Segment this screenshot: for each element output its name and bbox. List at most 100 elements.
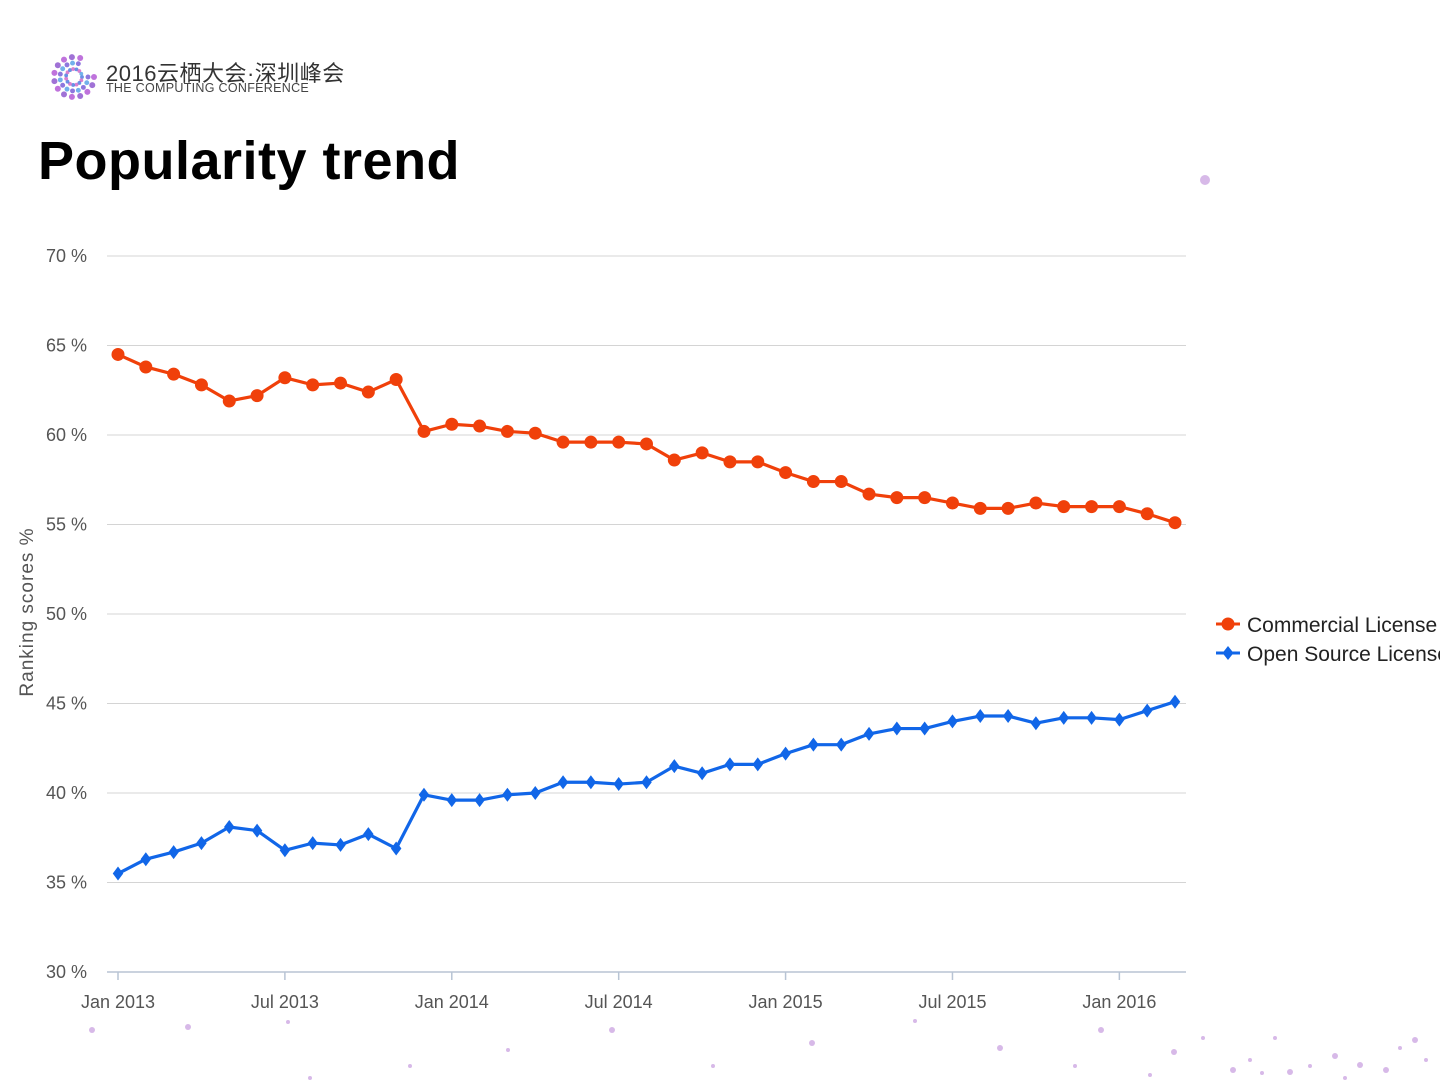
logo-dot xyxy=(85,74,91,80)
data-point xyxy=(1057,500,1071,514)
data-point xyxy=(918,491,932,505)
data-point xyxy=(669,759,680,774)
x-tick-label: Jul 2014 xyxy=(585,992,653,1012)
y-axis-ticks: 30 % 35 % 40 % 45 % 50 % 55 % 60 % 65 % 70 % xyxy=(46,246,87,982)
decorative-dot xyxy=(1287,1069,1293,1075)
data-point xyxy=(335,837,346,852)
logo-dot xyxy=(64,76,69,81)
data-point xyxy=(862,487,876,501)
decorative-dot xyxy=(89,1027,95,1033)
y-tick-label: 40 % xyxy=(46,783,87,803)
x-tick-label: Jan 2015 xyxy=(749,992,823,1012)
data-point xyxy=(306,378,320,392)
x-tick-label: Jan 2013 xyxy=(81,992,155,1012)
data-point xyxy=(474,793,485,808)
data-point xyxy=(139,360,153,374)
y-tick-label: 35 % xyxy=(46,873,87,893)
data-point xyxy=(140,852,152,867)
logo-dot xyxy=(79,78,84,83)
data-point xyxy=(779,466,793,480)
data-point xyxy=(500,424,514,438)
series-open-source-license xyxy=(112,694,1181,881)
logo-dot xyxy=(64,86,70,92)
decorative-dots xyxy=(89,175,1428,1080)
logo-dot xyxy=(51,78,58,85)
data-point xyxy=(723,455,737,469)
logo-dot xyxy=(89,82,96,89)
logo-dot xyxy=(65,79,70,84)
logo-english-text: THE COMPUTING CONFERENCE xyxy=(106,81,310,95)
decorative-dot xyxy=(1230,1067,1236,1073)
x-tick-label: Jul 2015 xyxy=(918,992,986,1012)
legend-item-commercial-license: Commercial License xyxy=(1216,614,1437,637)
logo-dot xyxy=(68,82,72,86)
logo-dot xyxy=(54,85,61,92)
logo-dot xyxy=(77,93,84,100)
data-point xyxy=(973,501,987,515)
decorative-dot xyxy=(1332,1053,1338,1059)
data-point xyxy=(224,820,235,835)
logo-dot xyxy=(84,80,90,86)
data-point xyxy=(1086,710,1097,725)
decorative-dot xyxy=(1171,1049,1177,1055)
decorative-dot xyxy=(185,1024,191,1030)
logo-dot xyxy=(77,54,84,61)
data-point xyxy=(1029,496,1043,510)
data-point xyxy=(947,714,958,729)
logo-dot xyxy=(91,74,97,80)
logo-dot xyxy=(80,84,86,90)
decorative-dot xyxy=(408,1064,412,1068)
legend-label: Commercial License xyxy=(1247,614,1437,637)
data-point xyxy=(696,766,708,781)
data-point xyxy=(446,793,458,808)
logo-dot xyxy=(71,83,76,87)
legend: Commercial License Open Source License xyxy=(1216,614,1440,666)
x-tick-label: Jan 2016 xyxy=(1082,992,1156,1012)
decorative-dot xyxy=(1148,1073,1152,1077)
data-point xyxy=(361,385,375,399)
logo-dot xyxy=(70,88,75,94)
data-point xyxy=(695,446,709,460)
data-point xyxy=(945,496,959,510)
data-point xyxy=(780,746,791,761)
data-point xyxy=(418,787,430,802)
decorative-dot xyxy=(1073,1064,1077,1068)
decorative-dot xyxy=(913,1019,917,1023)
data-point xyxy=(751,455,765,469)
y-tick-label: 60 % xyxy=(46,425,87,445)
decorative-dot xyxy=(1383,1067,1389,1073)
data-point xyxy=(1169,694,1181,709)
logo-dot xyxy=(75,87,81,93)
data-point xyxy=(334,376,348,390)
data-point xyxy=(752,757,764,772)
data-point xyxy=(919,721,930,736)
data-point xyxy=(584,435,598,449)
decorative-dot xyxy=(1343,1076,1347,1080)
decorative-dot xyxy=(1248,1058,1252,1062)
data-point xyxy=(279,843,291,858)
decorative-dot xyxy=(609,1027,615,1033)
series-commercial-license xyxy=(111,347,1182,530)
data-point xyxy=(1002,709,1014,724)
logo-dot xyxy=(64,62,70,68)
data-point xyxy=(278,371,292,385)
logo-dot xyxy=(80,75,84,79)
data-point xyxy=(1141,703,1153,718)
decorative-dot xyxy=(506,1048,510,1052)
data-point xyxy=(502,787,513,802)
data-point xyxy=(808,737,819,752)
decorative-dot xyxy=(711,1064,715,1068)
data-point xyxy=(1114,712,1125,727)
x-axis-ticks: Jan 2013 Jul 2013 Jan 2014 Jul 2014 Jan 2015… xyxy=(81,972,1156,1012)
data-point xyxy=(835,737,847,752)
series-group xyxy=(111,347,1182,881)
decorative-dot xyxy=(1273,1036,1277,1040)
logo-dot xyxy=(75,61,81,67)
decorative-dot xyxy=(1412,1037,1418,1043)
data-point xyxy=(445,417,459,431)
decorative-dot xyxy=(308,1076,312,1080)
logo-dot xyxy=(57,71,63,77)
conference-logo: 2016云栖大会·深圳峰会 THE COMPUTING CONFERENCE xyxy=(48,50,368,104)
data-point xyxy=(1140,507,1154,521)
logo-dot xyxy=(71,67,76,71)
